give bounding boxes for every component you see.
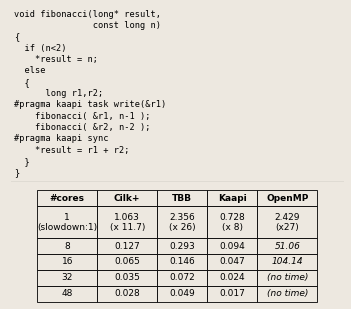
- Text: *result = r1 + r2;: *result = r1 + r2;: [14, 146, 130, 155]
- Text: #pragma kaapi task write(&r1): #pragma kaapi task write(&r1): [14, 100, 166, 109]
- Text: long r1,r2;: long r1,r2;: [14, 89, 103, 98]
- Text: else: else: [14, 66, 45, 75]
- Text: if (n<2): if (n<2): [14, 44, 66, 53]
- Text: }: }: [14, 157, 29, 166]
- Text: *result = n;: *result = n;: [14, 55, 98, 64]
- Text: }: }: [14, 168, 19, 177]
- Text: const long n): const long n): [14, 21, 161, 30]
- Text: void fibonacci(long* result,: void fibonacci(long* result,: [14, 10, 161, 19]
- Text: #pragma kaapi sync: #pragma kaapi sync: [14, 134, 108, 143]
- Text: {: {: [14, 78, 29, 87]
- Text: {: {: [14, 32, 19, 41]
- Text: fibonacci( &r1, n-1 );: fibonacci( &r1, n-1 );: [14, 112, 150, 121]
- Text: fibonacci( &r2, n-2 );: fibonacci( &r2, n-2 );: [14, 123, 150, 132]
